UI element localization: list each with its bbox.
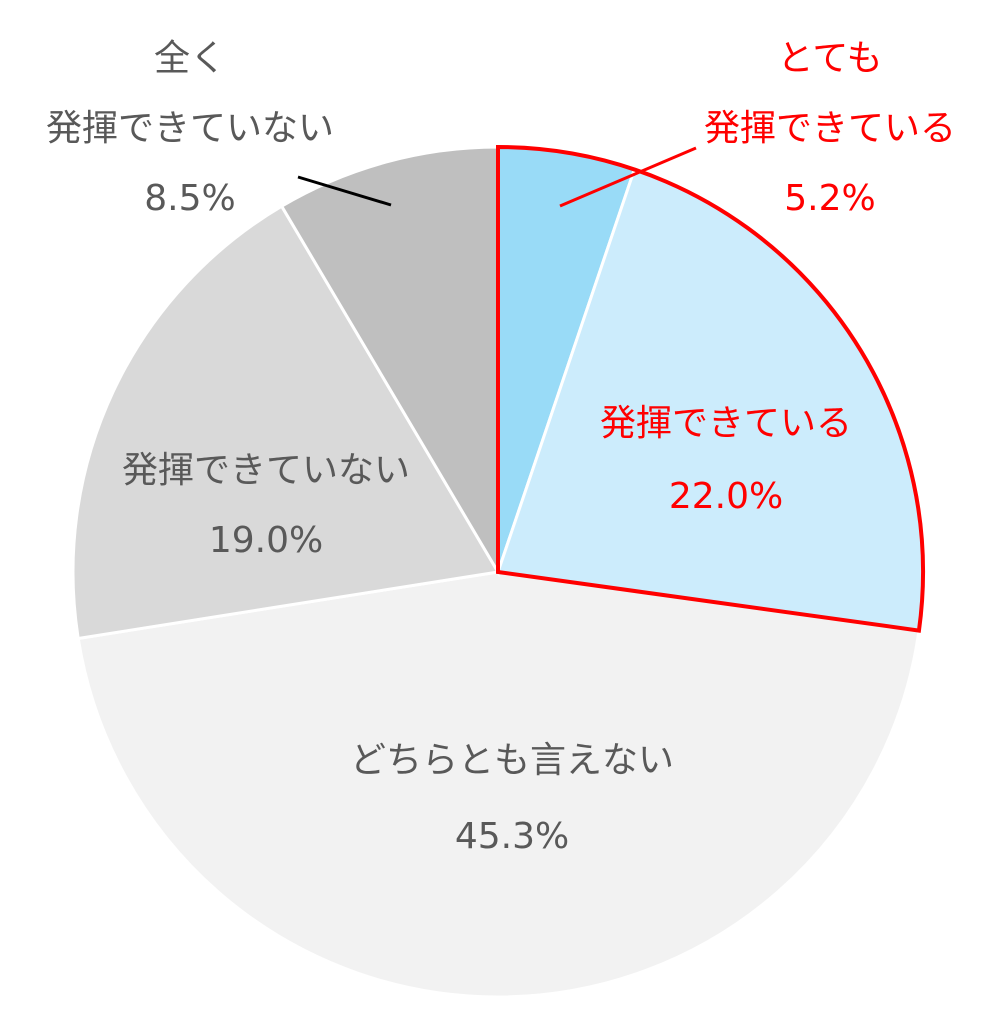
slice-category-label-4: 発揮できていない bbox=[46, 108, 334, 149]
slice-value-label-0: 5.2% bbox=[784, 178, 875, 219]
slice-category-label-3: 発揮できていない bbox=[122, 450, 410, 491]
pie-slice-3 bbox=[71, 204, 501, 641]
highlight-outline bbox=[496, 144, 925, 633]
pie-slice-2 bbox=[76, 570, 921, 999]
slice-category-label-2: どちらとも言えない bbox=[350, 740, 674, 781]
slice-category-label-0: 発揮できている bbox=[704, 108, 956, 149]
leader-line-0 bbox=[559, 146, 697, 208]
slice-value-label-4: 8.5% bbox=[144, 178, 235, 219]
pie-slice-4 bbox=[279, 145, 500, 578]
pie-slices bbox=[71, 145, 925, 999]
slice-category-label-1: 発揮できている bbox=[600, 403, 852, 444]
leader-line-4 bbox=[297, 175, 392, 207]
slice-category-label-4: 全く bbox=[154, 38, 226, 79]
slice-value-label-1: 22.0% bbox=[669, 476, 783, 517]
slice-category-label-0: とても bbox=[777, 38, 882, 79]
slice-value-label-3: 19.0% bbox=[209, 520, 323, 561]
leader-lines bbox=[297, 146, 697, 208]
slice-value-label-2: 45.3% bbox=[455, 816, 569, 857]
